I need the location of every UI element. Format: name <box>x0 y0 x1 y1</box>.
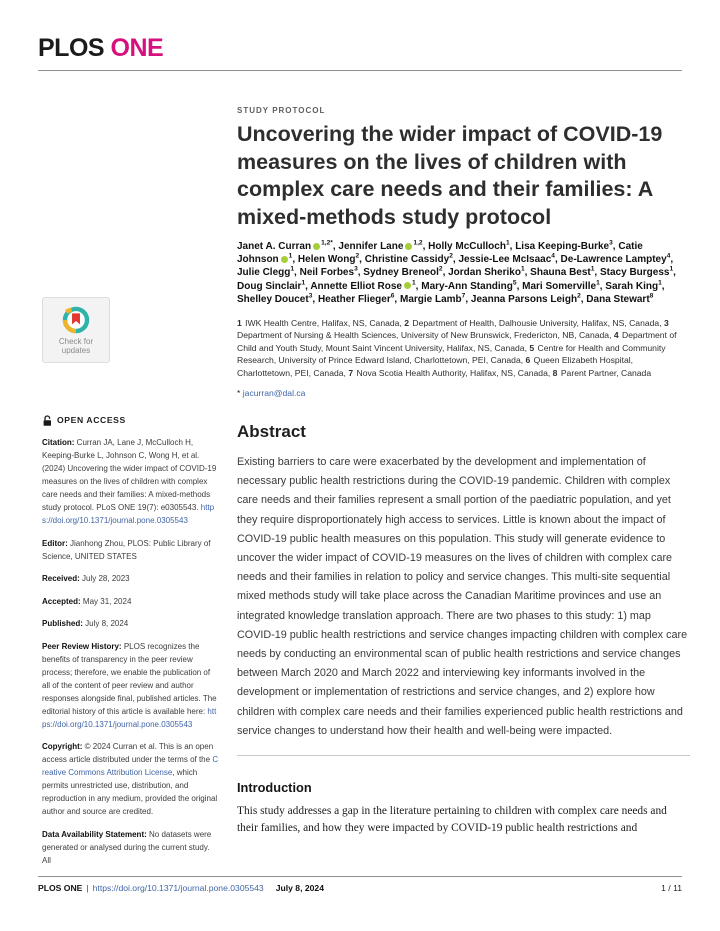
article-info-sidebar: OPEN ACCESS Citation: Curran JA, Lane J,… <box>42 414 219 876</box>
copyright-label: Copyright: <box>42 742 83 751</box>
copyright-text-after: , which permits unrestricted use, distri… <box>42 768 218 816</box>
open-access-label: OPEN ACCESS <box>57 415 126 425</box>
accepted-date: May 31, 2024 <box>80 596 132 606</box>
copyright-block: Copyright: © 2024 Curran et al. This is … <box>42 740 219 818</box>
peer-review-label: Peer Review History: <box>42 641 122 651</box>
accepted-label: Accepted: <box>42 596 81 606</box>
footer-rule <box>38 876 682 877</box>
email-link[interactable]: jacurran@dal.ca <box>242 388 306 399</box>
citation-label: Citation: <box>42 438 75 447</box>
introduction-text: This study addresses a gap in the litera… <box>237 805 667 834</box>
crossmark-icon <box>61 305 91 335</box>
citation-text: Curran JA, Lane J, McCulloch H, Keeping-… <box>42 438 217 512</box>
data-availability-text: No datasets were generated or analysed d… <box>42 829 212 865</box>
peer-review-doi-link[interactable]: https://doi.org/10.1371/journal.pone.030… <box>42 706 217 729</box>
citation-doi-link[interactable]: https://doi.org/10.1371/journal.pone.030… <box>42 503 215 525</box>
editor-label: Editor: <box>42 538 68 548</box>
open-access-icon <box>42 414 53 427</box>
abstract-heading: Abstract <box>237 422 306 442</box>
abstract-text: Existing barriers to care were exacerbat… <box>237 456 688 737</box>
orcid-icon[interactable] <box>405 242 413 250</box>
editor-text: Jianhong Zhou, PLOS: Public Library of S… <box>42 538 211 561</box>
orcid-icon[interactable] <box>404 282 411 290</box>
correspondence-marker: * <box>237 388 241 399</box>
footer: PLOS ONE | https://doi.org/10.1371/journ… <box>38 883 682 893</box>
orcid-icon[interactable] <box>280 255 288 263</box>
page-number: 1 / 11 <box>661 883 682 893</box>
received-date: July 28, 2023 <box>79 574 130 583</box>
footer-separator: | <box>86 883 89 893</box>
section-divider <box>237 755 690 757</box>
logo-one: ONE <box>110 34 164 62</box>
footer-doi-link[interactable]: https://doi.org/10.1371/journal.pone.030… <box>92 883 264 893</box>
open-access-row: OPEN ACCESS <box>42 414 219 427</box>
introduction-heading: Introduction <box>237 780 312 796</box>
published-block: Published: July 8, 2024 <box>42 617 219 630</box>
cc-license-link[interactable]: Creative Commons Attribution License <box>42 755 219 777</box>
orcid-icon[interactable] <box>313 242 321 250</box>
published-label: Published: <box>42 619 83 628</box>
logo-plos: PLOS <box>38 34 105 62</box>
peer-review-text: PLOS recognizes the benefits of transpar… <box>42 641 217 716</box>
author-list: Janet A. Curran 1,2*, Jennifer Lane 1,2, H… <box>237 239 676 305</box>
received-block: Received: July 28, 2023 <box>42 572 219 585</box>
check-updates-label: Check for updates <box>58 336 94 356</box>
peer-review-block: Peer Review History: PLOS recognizes the… <box>42 640 219 731</box>
editor-block: Editor: Jianhong Zhou, PLOS: Public Libr… <box>42 537 219 563</box>
footer-date: July 8, 2024 <box>275 883 324 893</box>
published-date: July 8, 2024 <box>82 619 129 628</box>
article-type-kicker: STUDY PROTOCOL <box>237 106 326 115</box>
footer-journal: PLOS ONE <box>38 883 83 893</box>
header-rule <box>38 70 682 71</box>
article-main-column: STUDY PROTOCOL Uncovering the wider impa… <box>237 106 690 836</box>
affiliation-list: 1 IWK Health Centre, Halifax, NS, Canada… <box>237 318 677 378</box>
page-title: Uncovering the wider impact of COVID-19 … <box>237 122 663 229</box>
received-label: Received: <box>42 574 80 583</box>
data-availability-block: Data Availability Statement: No datasets… <box>42 828 219 867</box>
correspondence: * jacurran@dal.ca <box>237 388 690 398</box>
copyright-text: © 2024 Curran et al. This is an open acc… <box>42 742 214 764</box>
accepted-block: Accepted: May 31, 2024 <box>42 595 219 608</box>
check-updates-badge[interactable]: Check for updates <box>42 297 110 363</box>
data-availability-label: Data Availability Statement: <box>42 829 147 839</box>
plos-one-logo: PLOS ONE <box>38 34 164 63</box>
citation-block: Citation: Curran JA, Lane J, McCulloch H… <box>42 436 219 527</box>
